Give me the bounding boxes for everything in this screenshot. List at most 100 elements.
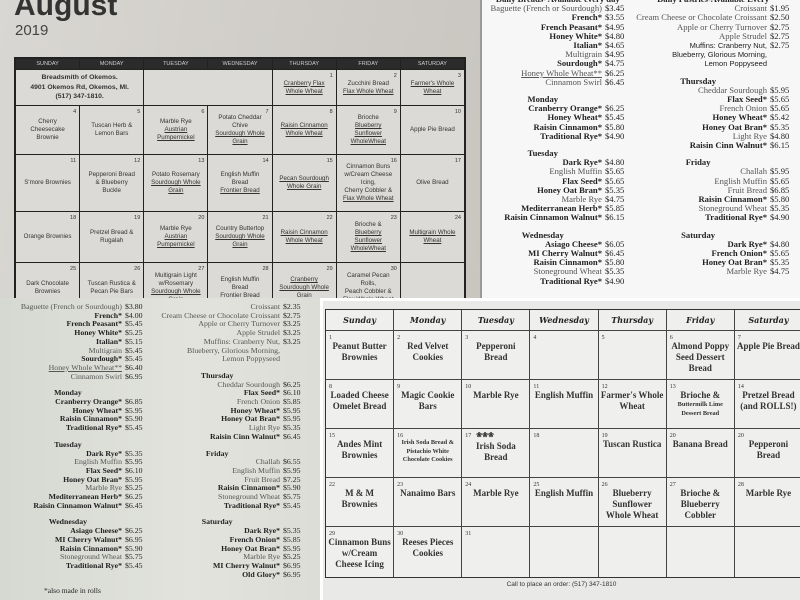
calendar-day-cell: 5 xyxy=(598,331,666,379)
item-price: $6.85 xyxy=(770,184,790,195)
price-line: French* $4.00 xyxy=(21,311,145,321)
item-name: Lemon Poppyseed xyxy=(704,59,767,69)
price-line: Traditional Rye* $5.45 xyxy=(21,423,145,433)
shamrock-icon: ❀❀❀ xyxy=(476,431,494,439)
day-number: 23 xyxy=(397,482,404,488)
price-line: Cheddar Sourdough $6.25 xyxy=(161,379,303,390)
item-name: Honey Oat Bran* xyxy=(537,184,602,195)
price-line: Traditional Rye* $5.45 xyxy=(161,501,303,511)
item-price xyxy=(770,59,790,68)
menu-item-text: Marble Rye xyxy=(160,118,192,125)
calendar-day-cell xyxy=(734,527,800,577)
calendar-day-cell: 8 Raisin Cinnamon Whole Wheat xyxy=(272,106,336,154)
calendar-day-cell xyxy=(666,527,734,577)
price-line: Challah $6.55 xyxy=(161,458,303,467)
price-line: Flax Seed* $6.10 xyxy=(21,466,145,476)
calendar-day-cell: 2 Red Velvet Cookies xyxy=(394,331,462,379)
menu-item-text: Whole Wheat xyxy=(285,130,323,137)
item-price: $6.25 xyxy=(605,103,625,114)
price-line: Raisin Cinnamon* $5.90 xyxy=(21,415,145,424)
item-price: $5.90 xyxy=(125,543,143,553)
menu-section: Daily Breads- Available every dayBaguett… xyxy=(491,0,625,87)
day-number: 11 xyxy=(533,384,540,390)
item-price: $6.95 xyxy=(283,569,301,579)
calendar-day-cell: 12 Farmer's Whole Wheat xyxy=(598,380,666,428)
item-name: Honey Oat Bran* xyxy=(702,257,767,268)
menu-item-text: Grain xyxy=(168,296,183,298)
calendar-day-cell: 28 Marble Rye xyxy=(734,478,800,526)
menu-item-text: Pecan Sourdough xyxy=(279,175,329,182)
empty-cell xyxy=(144,70,272,105)
menu-section: Tuesday Dark Rye* $4.80 English Muffin $5.65… xyxy=(491,148,625,223)
item-name: Raisin Cinn Walnut* xyxy=(689,140,767,151)
item-name: Raisin Cinnamon* xyxy=(59,414,122,424)
footnote: *also made in rolls xyxy=(44,586,101,595)
item-price: $2.75 xyxy=(283,310,301,320)
calendar-day-cell: 1 Peanut Butter Brownies xyxy=(326,331,394,379)
item-price: $5.95 xyxy=(283,405,301,415)
item-price: $3.25 xyxy=(283,328,301,338)
item-name: French Peasant* xyxy=(540,21,602,32)
price-line: Italian* $4.65 xyxy=(491,40,625,50)
item-name: Sourdough* xyxy=(557,58,602,69)
menu-item-text: Cinnamon Buns xyxy=(346,163,391,170)
calendar-day-cell: 23 Brioche & Blueberry Sunflower WholeWheat xyxy=(336,212,400,262)
item-name: Honey Wheat* xyxy=(547,112,602,123)
menu-item-text: Frontier Bread xyxy=(220,187,260,194)
day-number: 4 xyxy=(533,335,537,341)
day-number: 10 xyxy=(454,109,461,115)
price-line: Honey Whole Wheat** $6.25 xyxy=(491,68,625,78)
item-name: Cranberry Orange* xyxy=(528,103,602,114)
item-price: $5.80 xyxy=(605,257,625,268)
item-price: $4.80 xyxy=(605,30,625,41)
item-name: Dark Rye* xyxy=(86,448,122,458)
calendar-day-cell: 21 Country Buttertop Sourdough Whole Grain xyxy=(208,212,272,262)
item-price: $3.25 xyxy=(283,319,301,329)
item-name: Traditional Rye* xyxy=(705,212,767,223)
calendar-day-cell: 25 Dark Chocolate Brownies xyxy=(16,263,80,298)
calendar-day-cell: 19 Pretzel Bread & Rugalah xyxy=(80,212,144,262)
price-line: Raisin Cinnamon Walnut* $6.15 xyxy=(491,213,625,222)
special-item-small: Buttermilk Lime Dessert Bread xyxy=(677,401,723,417)
weekday-header: Sunday xyxy=(326,310,394,330)
day-number: 31 xyxy=(465,531,472,537)
item-name: Flax Seed* xyxy=(243,388,280,398)
price-line: Dark Rye* $5.35 xyxy=(21,448,145,459)
item-price: $5.80 xyxy=(605,121,625,132)
item-price: $6.25 xyxy=(283,379,301,389)
item-price: $6.95 xyxy=(283,560,301,570)
menu-item-text: English Muffin xyxy=(220,276,260,283)
menu-item-text: Cranberry xyxy=(290,276,318,283)
price-line: French Onion $5.65 xyxy=(636,104,790,113)
calendar-day-cell: 25 English Muffin xyxy=(530,478,598,526)
calendar-day-cell: 20 Marble Rye Austrian Pumpernickel xyxy=(144,212,208,262)
item-name: Dark Rye* xyxy=(727,238,767,249)
day-number: 26 xyxy=(134,266,141,272)
item-price: $2.35 xyxy=(283,302,301,311)
menu-item-text: Bread xyxy=(231,284,249,291)
price-line: French Onion* $5.85 xyxy=(161,535,303,545)
item-price: $4.95 xyxy=(605,49,625,60)
price-line: Honey Wheat* $5.45 xyxy=(491,113,625,122)
price-line: Honey Oat Bran* $5.35 xyxy=(491,184,625,195)
item-name: French Onion xyxy=(236,397,280,407)
item-name: French Peasant* xyxy=(66,319,122,329)
calendar-day-cell: 27 Multigrain Light w/Rosemary Sourdough Wh… xyxy=(144,263,208,298)
menu-item-text: WholeWheat xyxy=(350,138,386,145)
special-item: Almond Poppy Seed Dessert Bread xyxy=(671,341,730,373)
menu-item-text: Grain xyxy=(296,292,312,298)
weekday-header: SUNDAY xyxy=(16,59,80,69)
calendar-day-cell: 11 English Muffin xyxy=(530,380,598,428)
price-line: Multigrain $5.45 xyxy=(21,346,145,356)
item-price: $3.80 xyxy=(125,302,143,311)
day-number: 27 xyxy=(669,482,676,488)
calendar-day-cell: 10 Apple Pie Bread xyxy=(400,106,464,154)
item-price: $5.45 xyxy=(605,112,625,123)
special-item: Red Velvet Cookies xyxy=(407,341,449,362)
calendar-day-cell: 22 M & M Brownies xyxy=(326,478,394,526)
item-price: $5.35 xyxy=(770,121,790,132)
price-line: Sourdough* $5.45 xyxy=(21,355,145,364)
price-line: Honey Wheat* $5.95 xyxy=(21,406,145,416)
special-item: Magic Cookie Bars xyxy=(401,390,455,411)
price-line: English Muffin $5.95 xyxy=(21,458,145,467)
